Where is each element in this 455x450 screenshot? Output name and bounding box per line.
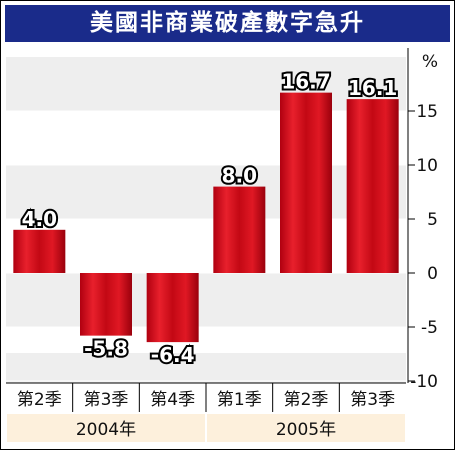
y-unit-label: % bbox=[422, 52, 438, 72]
bar bbox=[280, 92, 332, 273]
grid-band bbox=[6, 165, 406, 219]
y-tick-label: -5 bbox=[421, 318, 438, 338]
grid-bands bbox=[6, 57, 406, 383]
x-axis: 第2季 第3季 第4季 第1季 第2季 第3季 2004年 2005年 bbox=[6, 382, 406, 442]
bar bbox=[13, 229, 66, 273]
y-tick-label: 5 bbox=[427, 210, 438, 230]
category-label: 第3季 bbox=[350, 390, 395, 410]
gridlines bbox=[6, 110, 406, 382]
value-label: 4.0 bbox=[22, 207, 57, 231]
y-tick-label: 0 bbox=[427, 264, 438, 284]
bar bbox=[213, 186, 266, 273]
category-label: 第2季 bbox=[284, 390, 329, 410]
value-label: -6.4 bbox=[151, 343, 195, 367]
title-bar: 美國非商業破產數字急升 bbox=[5, 5, 450, 42]
category-label: 第3季 bbox=[84, 390, 129, 410]
value-label: 16.7 bbox=[281, 70, 330, 94]
bar bbox=[146, 273, 199, 343]
y-axis: 15 10 5 0 -5 -10% bbox=[407, 48, 438, 392]
chart-title: 美國非商業破產數字急升 bbox=[90, 10, 365, 36]
grid-band bbox=[6, 57, 406, 111]
category-label: 第4季 bbox=[150, 390, 195, 410]
value-label: -5.8 bbox=[84, 337, 128, 361]
y-tick-label: 15 bbox=[416, 102, 438, 122]
bars bbox=[13, 92, 399, 343]
grid-band bbox=[6, 353, 406, 383]
value-labels: 4.0 -5.8 -6.4 8.0 16.7 16.1 bbox=[20, 68, 400, 369]
y-tick-label: 10 bbox=[416, 156, 438, 176]
grid-band bbox=[6, 273, 406, 327]
year-group-bg bbox=[7, 414, 205, 442]
category-label: 第2季 bbox=[17, 390, 62, 410]
y-tick-label: -10 bbox=[410, 372, 438, 392]
year-group-label: 2004年 bbox=[76, 420, 136, 440]
bar bbox=[346, 99, 399, 274]
year-group-bg bbox=[207, 414, 405, 442]
bar bbox=[80, 273, 132, 336]
year-group-label: 2005年 bbox=[276, 420, 336, 440]
value-label: 16.1 bbox=[348, 76, 397, 100]
category-label: 第1季 bbox=[217, 390, 262, 410]
value-label: 8.0 bbox=[222, 164, 257, 188]
